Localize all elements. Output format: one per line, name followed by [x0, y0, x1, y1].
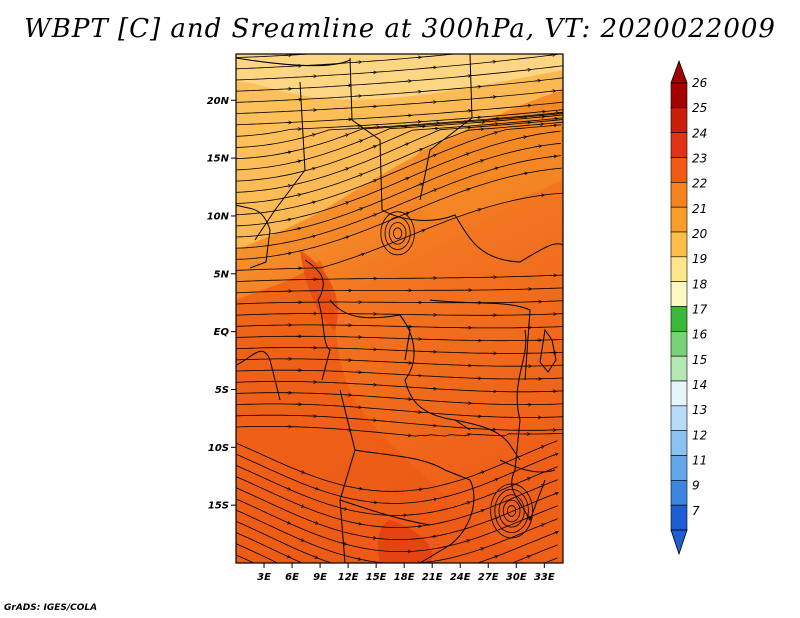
streamline-arrow — [525, 595, 530, 597]
colorbar-label: 22 — [692, 177, 707, 191]
colorbar-label: 19 — [692, 252, 707, 266]
streamline-arrow — [550, 91, 555, 92]
colorbar-swatch — [671, 207, 687, 232]
colorbar-label: 21 — [692, 202, 707, 216]
streamline-arrow — [525, 105, 530, 106]
colorbar-top-triangle — [671, 61, 687, 83]
colorbar-swatch — [671, 232, 687, 257]
lat-tick-label: 20N — [207, 96, 230, 107]
lat-tick-label: EQ — [214, 327, 230, 338]
lon-tick-label: 9E — [313, 572, 327, 583]
colorbar-label: 20 — [692, 227, 708, 241]
colorbar-label: 26 — [692, 76, 708, 90]
streamline-arrow — [465, 41, 470, 42]
colorbar-swatch — [671, 456, 687, 481]
colorbar-label: 12 — [692, 428, 707, 442]
latitude-axis: 20N 15N 10N 5N EQ 5S 10S 15S — [207, 96, 236, 512]
lon-tick-label: 6E — [285, 572, 299, 583]
colorbar-swatch — [671, 282, 687, 307]
streamline-arrow — [360, 595, 365, 596]
lon-tick-label: 3E — [257, 572, 271, 583]
colorbar-swatch — [671, 331, 687, 356]
colorbar: 26 25 24 23 22 21 20 19 18 17 16 15 14 13 12 11 9 7 — [671, 61, 708, 554]
lon-tick-label: 12E — [338, 572, 359, 583]
streamline-arrow — [490, 97, 495, 98]
lat-tick-label: 5S — [215, 385, 229, 396]
streamline-arrow — [406, 435, 411, 436]
streamline-arrow — [525, 34, 530, 35]
streamline-arrow — [539, 117, 544, 118]
streamline-arrow — [492, 595, 497, 597]
streamline-arrow — [416, 526, 421, 527]
colorbar-bottom-triangle — [671, 530, 687, 554]
colorbar-swatch — [671, 356, 687, 381]
longitude-axis: 3E 6E 9E 12E 15E 18E 21E 24E 27E 30E 33E — [257, 563, 555, 583]
colorbar-label: 17 — [692, 303, 708, 317]
colorbar-swatch — [671, 257, 687, 282]
grads-credit: GrADS: IGES/COLA — [4, 603, 97, 613]
streamline-arrow — [299, 573, 304, 575]
streamline-arrow — [466, 76, 471, 77]
streamline-arrow — [535, 81, 540, 82]
streamline-arrow — [371, 502, 376, 503]
colorbar-swatch — [671, 431, 687, 456]
lon-tick-label: 18E — [394, 572, 415, 583]
lon-tick-label: 21E — [422, 572, 443, 583]
streamline-arrow — [478, 587, 483, 589]
colorbar-label: 16 — [692, 328, 708, 342]
streamline-arrow — [539, 563, 544, 565]
lat-tick-label: 10N — [207, 211, 230, 222]
lon-tick-label: 30E — [506, 572, 527, 583]
colorbar-label: 14 — [692, 378, 707, 392]
colorbar-label: 18 — [692, 277, 708, 291]
colorbar-label: 13 — [692, 403, 707, 417]
streamline-arrow — [538, 124, 543, 125]
colorbar-label: 9 — [692, 479, 700, 493]
lat-tick-label: 15N — [207, 154, 230, 165]
lon-tick-label: 15E — [366, 572, 387, 583]
colorbar-swatch — [671, 307, 687, 332]
colorbar-label: 23 — [692, 152, 707, 166]
streamline-arrow — [551, 125, 556, 126]
streamline-arrow — [553, 113, 558, 114]
streamline-arrow — [540, 44, 545, 45]
lat-tick-label: 10S — [208, 443, 229, 454]
streamline-arrow — [285, 589, 290, 591]
lon-tick-label: 27E — [478, 572, 499, 583]
lon-tick-label: 33E — [534, 572, 555, 583]
lon-tick-label: 24E — [450, 572, 471, 583]
colorbar-swatch — [671, 381, 687, 406]
colorbar-label: 11 — [692, 454, 707, 468]
colorbar-swatch — [671, 83, 687, 108]
colorbar-swatch — [671, 505, 687, 530]
colorbar-label: 7 — [692, 504, 700, 518]
map-figure: 20N 15N 10N 5N EQ 5S 10S 15S 3E 6E 9E 12E 15E 18E 21E… — [0, 0, 800, 600]
streamline-arrow — [475, 51, 480, 52]
colorbar-swatch — [671, 182, 687, 207]
streamline-arrow — [312, 590, 317, 592]
colorbar-label: 24 — [692, 126, 707, 140]
colorbar-swatch — [671, 406, 687, 431]
lat-tick-label: 15S — [208, 501, 229, 512]
lat-tick-label: 5N — [214, 269, 230, 280]
colorbar-swatch — [671, 480, 687, 505]
colorbar-swatch — [671, 108, 687, 133]
colorbar-label: 15 — [692, 353, 707, 367]
streamline-arrow — [476, 87, 481, 88]
colorbar-label: 25 — [692, 101, 707, 115]
colorbar-swatch — [671, 158, 687, 183]
streamline-arrow — [552, 119, 557, 120]
colorbar-swatch — [671, 133, 687, 158]
